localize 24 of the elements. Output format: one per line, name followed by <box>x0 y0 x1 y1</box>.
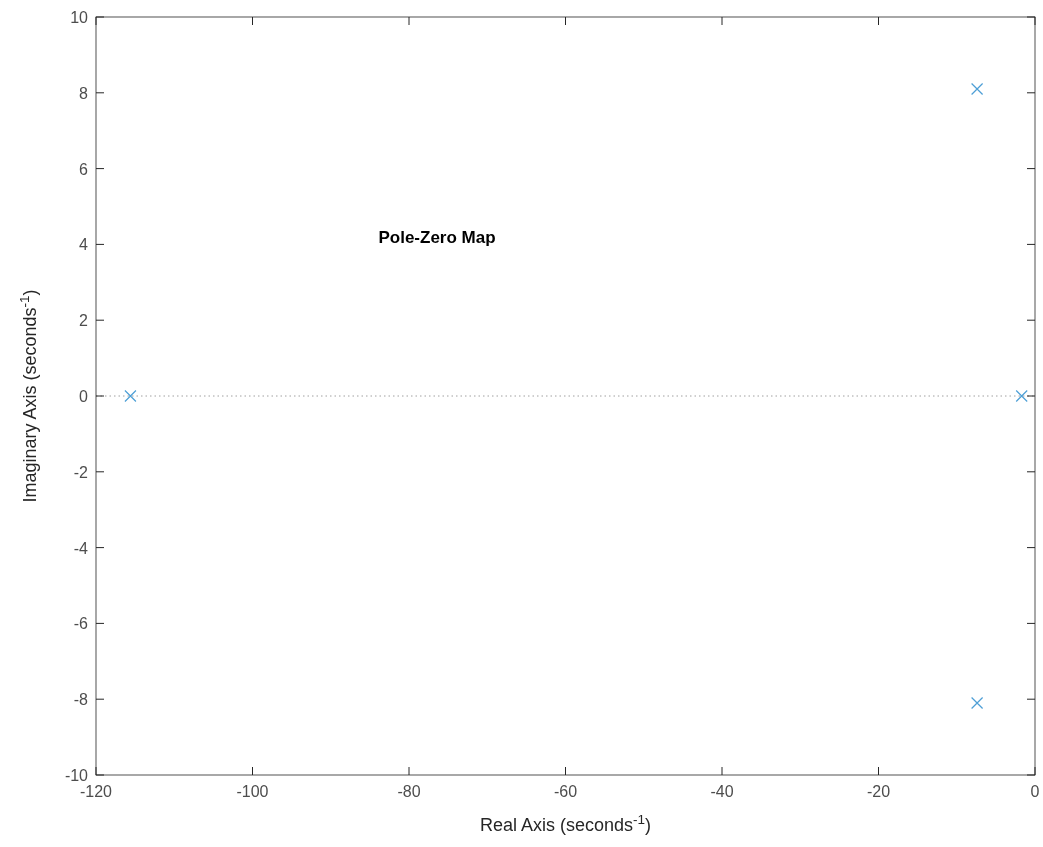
point <box>970 696 984 710</box>
y-tick-label: 4 <box>79 236 89 254</box>
x-tick-label: -60 <box>553 783 578 800</box>
x-tick-label: -80 <box>397 783 421 800</box>
y-tick-label: 0 <box>79 388 89 405</box>
point <box>124 389 137 403</box>
y-tick-label: -10 <box>64 767 89 784</box>
y-tick-label: -2 <box>73 463 89 481</box>
x-axis-title: Real Axis (seconds$^{-1}$) <box>479 811 652 835</box>
y-tick-label: -4 <box>73 539 89 557</box>
y-tick-label: 10 <box>70 9 89 26</box>
y-tick-label: -8 <box>73 691 89 709</box>
x-tick-label: -100 <box>236 783 269 800</box>
point <box>1015 389 1028 403</box>
y-tick-label: -6 <box>73 615 89 633</box>
y-tick-label: 8 <box>79 84 89 102</box>
point <box>970 82 984 96</box>
y-tick-label: 2 <box>79 312 89 330</box>
x-tick-label: -40 <box>710 783 734 800</box>
x-tick-label: -20 <box>866 783 891 800</box>
x-tick-label: 0 <box>1030 783 1040 800</box>
x-tick-label: -120 <box>79 783 113 800</box>
text: Pole-Zero Map <box>378 228 496 247</box>
y-tick-label: 6 <box>79 160 89 178</box>
